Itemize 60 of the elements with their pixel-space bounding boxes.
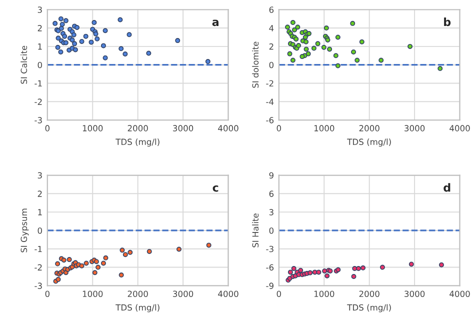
x-tick-label: 0 — [276, 290, 282, 297]
y-tick-label: 3 — [38, 6, 42, 13]
x-tick-label: 3000 — [404, 290, 425, 297]
y-tick-label: 2 — [269, 43, 274, 50]
y-tick-label: 1 — [38, 209, 42, 216]
x-tick-label: 0 — [45, 125, 50, 132]
x-tick-label: 3000 — [173, 290, 194, 297]
y-tick-label: -2 — [266, 80, 274, 86]
x-axis-title: TDS (mg/l) — [116, 138, 160, 147]
y-tick-label: 6 — [269, 190, 274, 197]
y-tick-label: -4 — [266, 98, 274, 105]
y-tick-label: 0 — [38, 227, 42, 234]
y-axis-title: SI Calcite — [20, 46, 28, 84]
x-tick-label: 4000 — [218, 290, 238, 297]
y-tick-label: 3 — [269, 209, 274, 216]
x-tick-label: 2000 — [359, 125, 380, 132]
y-tick-label: -9 — [266, 282, 274, 289]
x-tick-label: 4000 — [218, 125, 238, 132]
x-tick-label: 4000 — [450, 125, 470, 132]
y-tick-label: -3 — [34, 282, 42, 289]
y-tick-label: -3 — [266, 246, 274, 252]
y-tick-label: 6 — [269, 6, 274, 13]
x-axis-title: TDS (mg/l) — [347, 304, 391, 312]
y-axis-title: SI Gypsum — [20, 208, 29, 252]
x-tick-label: 2000 — [128, 125, 148, 132]
y-tick-label: 0 — [38, 62, 42, 68]
y-tick-label: 4 — [269, 25, 274, 32]
x-tick-label: 1000 — [314, 125, 334, 132]
x-tick-label: 0 — [276, 125, 282, 132]
x-axis-title: TDS (mg/l) — [116, 304, 160, 312]
x-tick-label: 1000 — [314, 290, 334, 297]
y-tick-label: 1 — [38, 44, 42, 50]
y-tick-label: 2 — [38, 25, 42, 32]
y-tick-label: -1 — [34, 246, 42, 252]
y-axis-title: SI dolomite — [252, 42, 259, 88]
y-tick-label: -2 — [34, 264, 42, 270]
annotation: d — [444, 183, 450, 192]
y-tick-label: 3 — [38, 172, 42, 179]
y-tick-label: 2 — [38, 190, 42, 197]
x-tick-label: 3000 — [173, 125, 194, 132]
y-tick-label: -1 — [34, 80, 42, 86]
y-tick-label: 0 — [269, 227, 274, 234]
y-tick-label: -2 — [34, 98, 42, 105]
y-axis-title: SI Halite — [252, 214, 259, 248]
x-tick-label: 4000 — [450, 290, 470, 297]
x-axis-title: TDS (mg/l) — [347, 138, 391, 147]
y-tick-label: -6 — [266, 117, 274, 124]
y-tick-label: -6 — [266, 264, 274, 271]
x-tick-label: 1000 — [82, 125, 103, 132]
x-tick-label: 1000 — [82, 290, 103, 297]
y-tick-label: 9 — [269, 172, 274, 179]
annotation: c — [212, 185, 218, 192]
x-tick-label: 0 — [45, 290, 50, 297]
x-tick-label: 3000 — [404, 125, 425, 132]
y-tick-label: 0 — [269, 62, 274, 68]
annotation: a — [212, 20, 218, 26]
y-tick-label: -3 — [34, 117, 42, 124]
x-tick-label: 2000 — [359, 290, 380, 297]
annotation: b — [444, 18, 451, 26]
x-tick-label: 2000 — [128, 290, 148, 297]
